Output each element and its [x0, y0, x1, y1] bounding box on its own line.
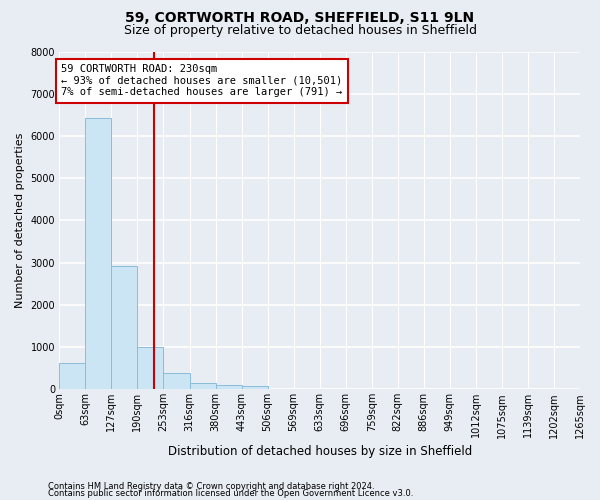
Text: 59, CORTWORTH ROAD, SHEFFIELD, S11 9LN: 59, CORTWORTH ROAD, SHEFFIELD, S11 9LN: [125, 11, 475, 25]
Bar: [59, 363, 85, 390]
X-axis label: Distribution of detached houses by size in Sheffield: Distribution of detached houses by size …: [167, 444, 472, 458]
Text: 59 CORTWORTH ROAD: 230sqm
← 93% of detached houses are smaller (10,501)
7% of se: 59 CORTWORTH ROAD: 230sqm ← 93% of detac…: [61, 64, 343, 98]
Bar: [163, 373, 190, 390]
Text: Contains HM Land Registry data © Crown copyright and database right 2024.: Contains HM Land Registry data © Crown c…: [48, 482, 374, 491]
Y-axis label: Number of detached properties: Number of detached properties: [15, 132, 25, 308]
Bar: [215, 385, 242, 390]
Bar: [137, 347, 163, 390]
Bar: [190, 383, 215, 390]
Bar: [85, 118, 112, 390]
Text: Contains public sector information licensed under the Open Government Licence v3: Contains public sector information licen…: [48, 490, 413, 498]
Text: Size of property relative to detached houses in Sheffield: Size of property relative to detached ho…: [124, 24, 476, 37]
Bar: [112, 266, 137, 390]
Bar: [242, 386, 268, 390]
